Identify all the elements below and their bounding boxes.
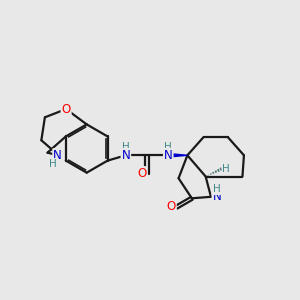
Text: N: N (122, 149, 130, 162)
Text: N: N (212, 190, 221, 203)
Text: N: N (164, 149, 172, 162)
Polygon shape (168, 154, 188, 157)
Text: H: H (222, 164, 230, 174)
Text: H: H (213, 184, 221, 194)
Text: H: H (122, 142, 130, 152)
Text: H: H (164, 142, 172, 152)
Text: O: O (167, 200, 176, 213)
Text: O: O (137, 167, 146, 180)
Text: N: N (53, 149, 62, 162)
Text: H: H (49, 159, 56, 169)
Text: O: O (61, 103, 71, 116)
